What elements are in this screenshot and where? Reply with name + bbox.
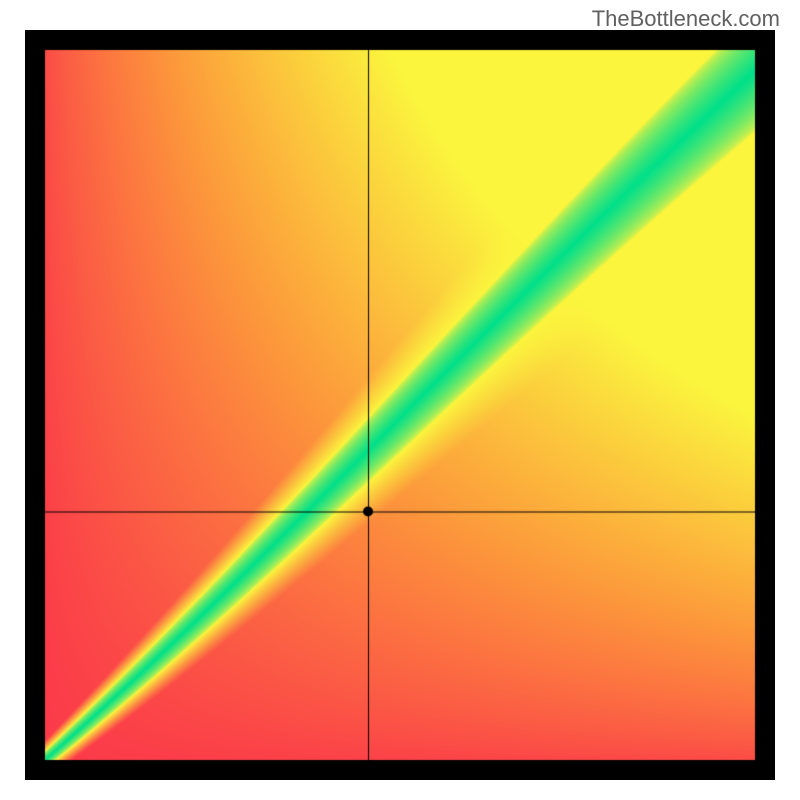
watermark: TheBottleneck.com bbox=[592, 6, 780, 32]
chart-frame bbox=[25, 30, 775, 780]
heatmap-canvas bbox=[25, 30, 775, 780]
